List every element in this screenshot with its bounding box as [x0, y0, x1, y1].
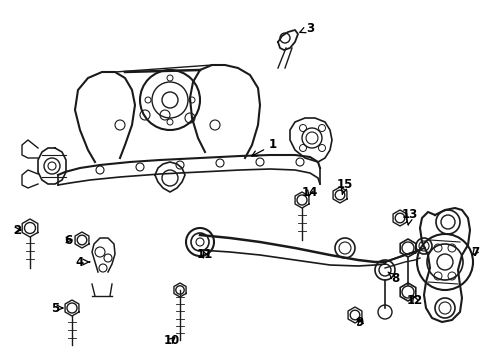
Text: 14: 14 [301, 185, 318, 198]
Text: 2: 2 [13, 224, 21, 237]
Text: 7: 7 [470, 246, 478, 258]
Text: 5: 5 [51, 302, 62, 315]
Text: 10: 10 [163, 333, 180, 346]
Text: 6: 6 [64, 234, 72, 247]
Text: 11: 11 [197, 248, 213, 261]
Text: 4: 4 [76, 256, 89, 269]
Text: 8: 8 [387, 271, 398, 284]
Text: 3: 3 [299, 22, 313, 35]
Text: 15: 15 [336, 179, 352, 194]
Text: 12: 12 [406, 293, 422, 306]
Text: 9: 9 [355, 315, 364, 328]
Text: 13: 13 [401, 208, 417, 225]
Text: 1: 1 [251, 139, 277, 156]
